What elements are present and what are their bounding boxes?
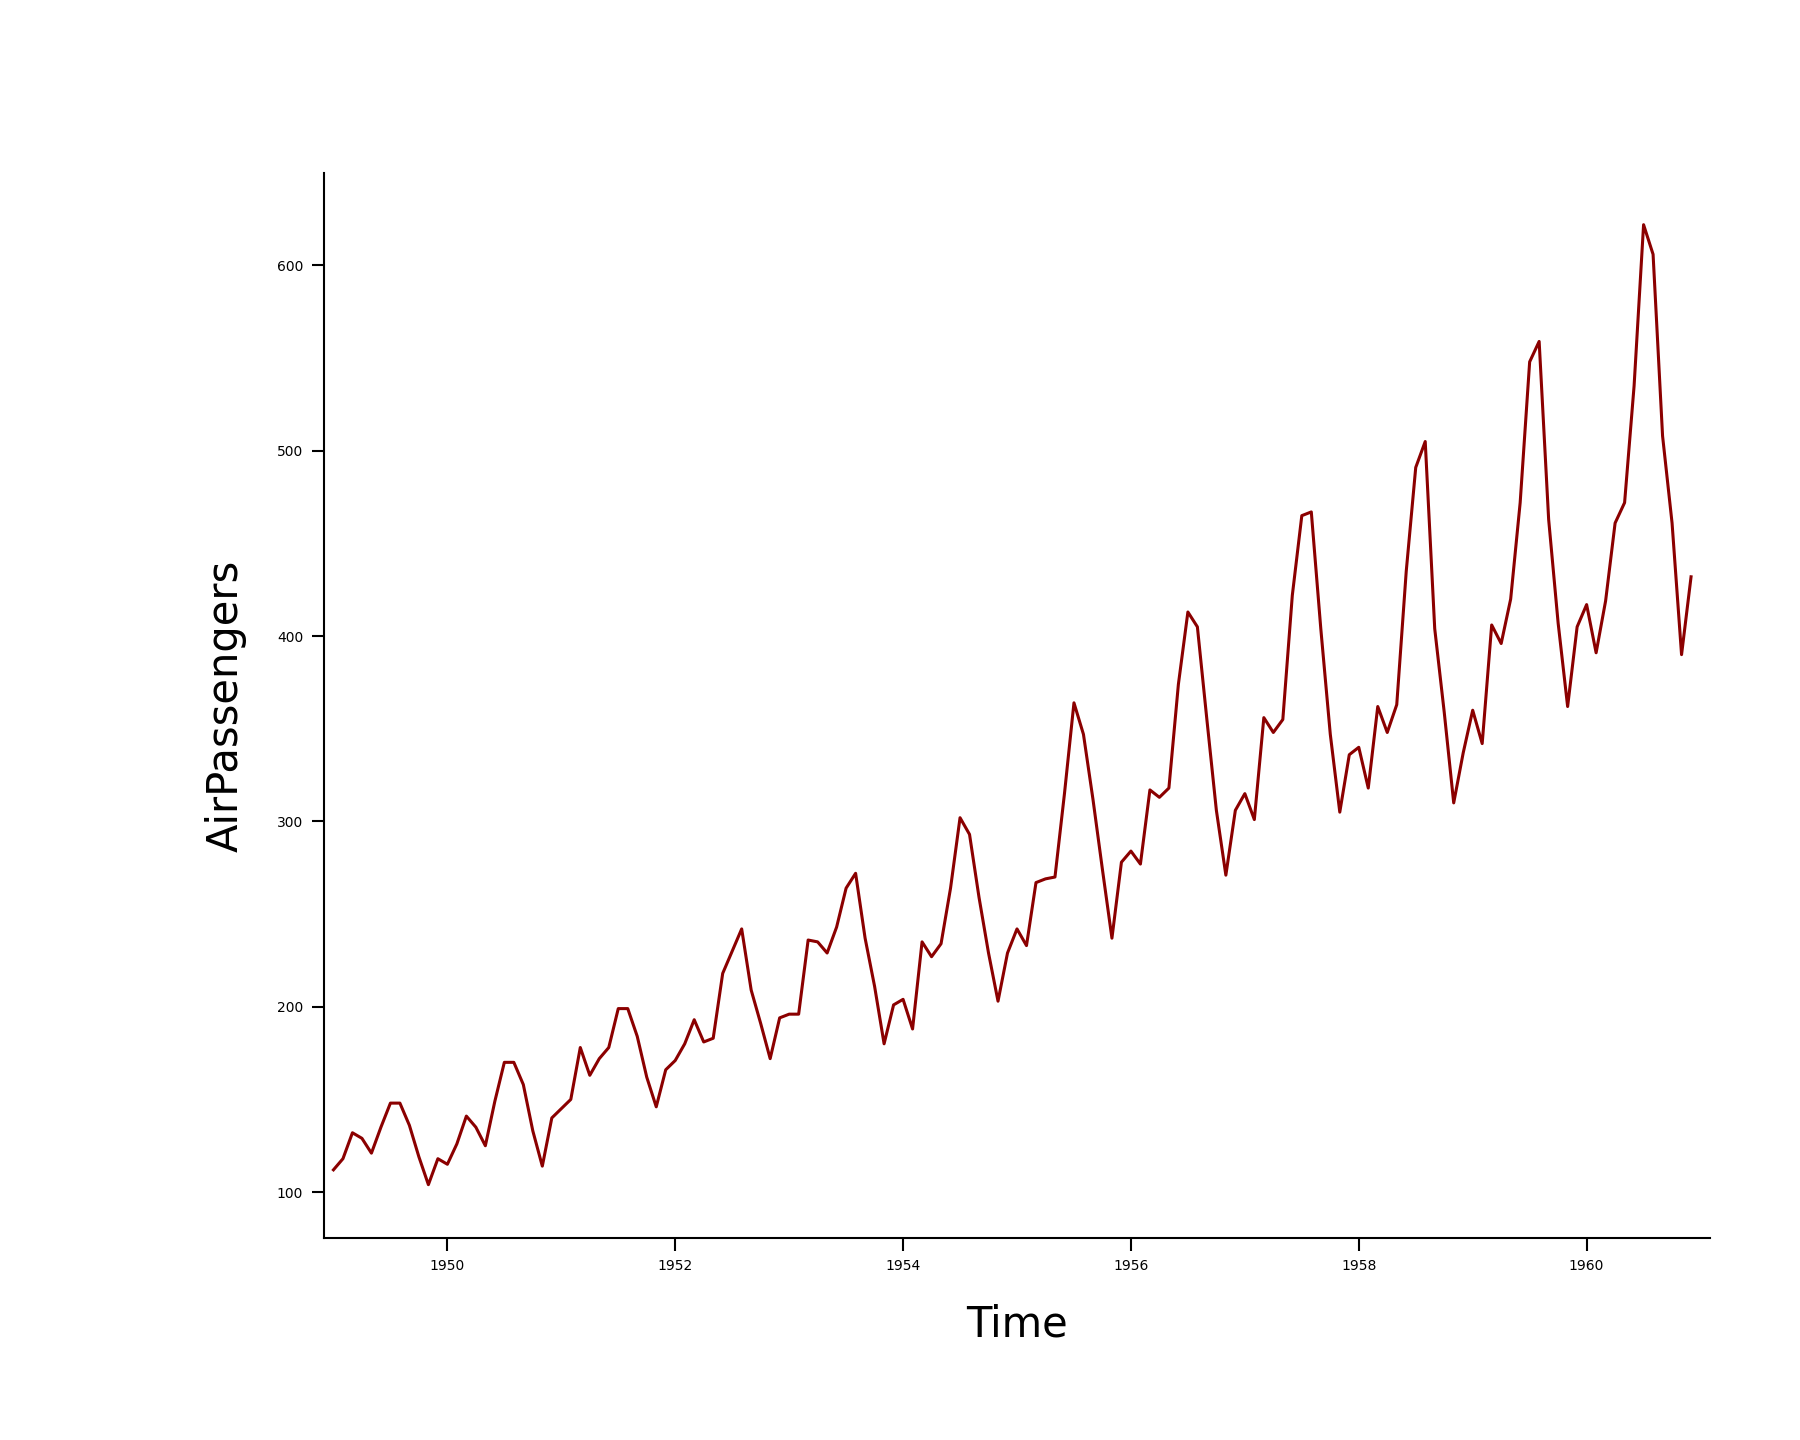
X-axis label: Time: Time bbox=[967, 1303, 1067, 1346]
Y-axis label: AirPassengers: AirPassengers bbox=[203, 560, 247, 851]
